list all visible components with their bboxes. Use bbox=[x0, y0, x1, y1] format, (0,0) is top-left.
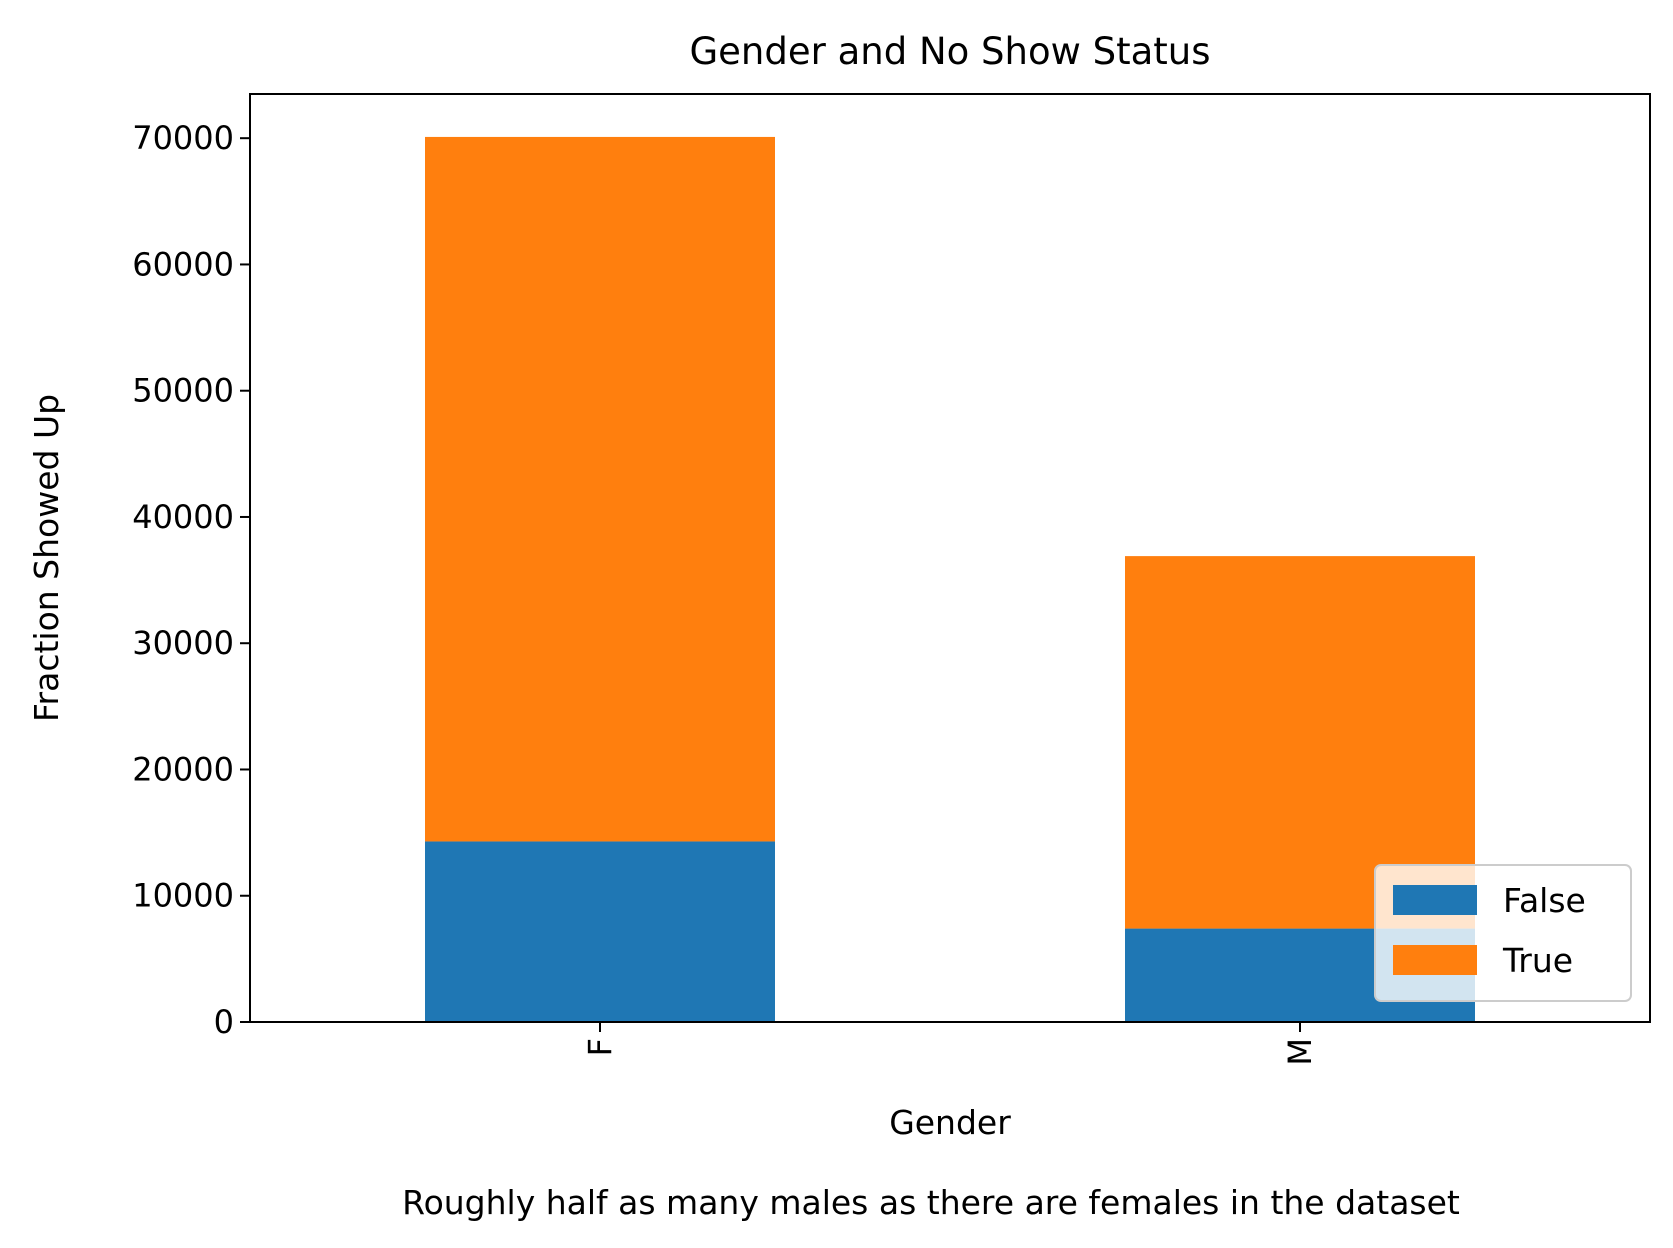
y-tick-label: 0 bbox=[214, 1003, 234, 1041]
chart-caption: Roughly half as many males as there are … bbox=[402, 1183, 1460, 1222]
y-tick-label: 30000 bbox=[132, 624, 234, 662]
y-tick-label: 40000 bbox=[132, 498, 234, 536]
bar-f-false bbox=[425, 841, 775, 1022]
chart-title: Gender and No Show Status bbox=[689, 30, 1210, 73]
y-tick-label: 10000 bbox=[132, 877, 234, 915]
y-axis: 0 10000 20000 30000 40000 50000 60000 70000 bbox=[132, 119, 250, 1041]
legend[interactable]: False True bbox=[1374, 864, 1632, 1002]
y-tick-label: 60000 bbox=[132, 245, 234, 283]
x-axis-label: Gender bbox=[889, 1103, 1011, 1142]
bar-f-true bbox=[425, 136, 775, 842]
x-tick-label-f: F bbox=[581, 1038, 619, 1056]
legend-label-false: False bbox=[1503, 881, 1586, 920]
legend-swatch-true bbox=[1393, 945, 1477, 975]
y-tick-label: 20000 bbox=[132, 750, 234, 788]
plot-frame bbox=[249, 93, 1651, 1023]
legend-label-true: True bbox=[1502, 941, 1573, 980]
x-tick-label-m: M bbox=[1281, 1038, 1319, 1066]
legend-swatch-false bbox=[1393, 885, 1477, 915]
y-axis-label: Fraction Showed Up bbox=[27, 394, 66, 722]
y-tick-label: 50000 bbox=[132, 372, 234, 410]
y-tick-label: 70000 bbox=[132, 119, 234, 157]
